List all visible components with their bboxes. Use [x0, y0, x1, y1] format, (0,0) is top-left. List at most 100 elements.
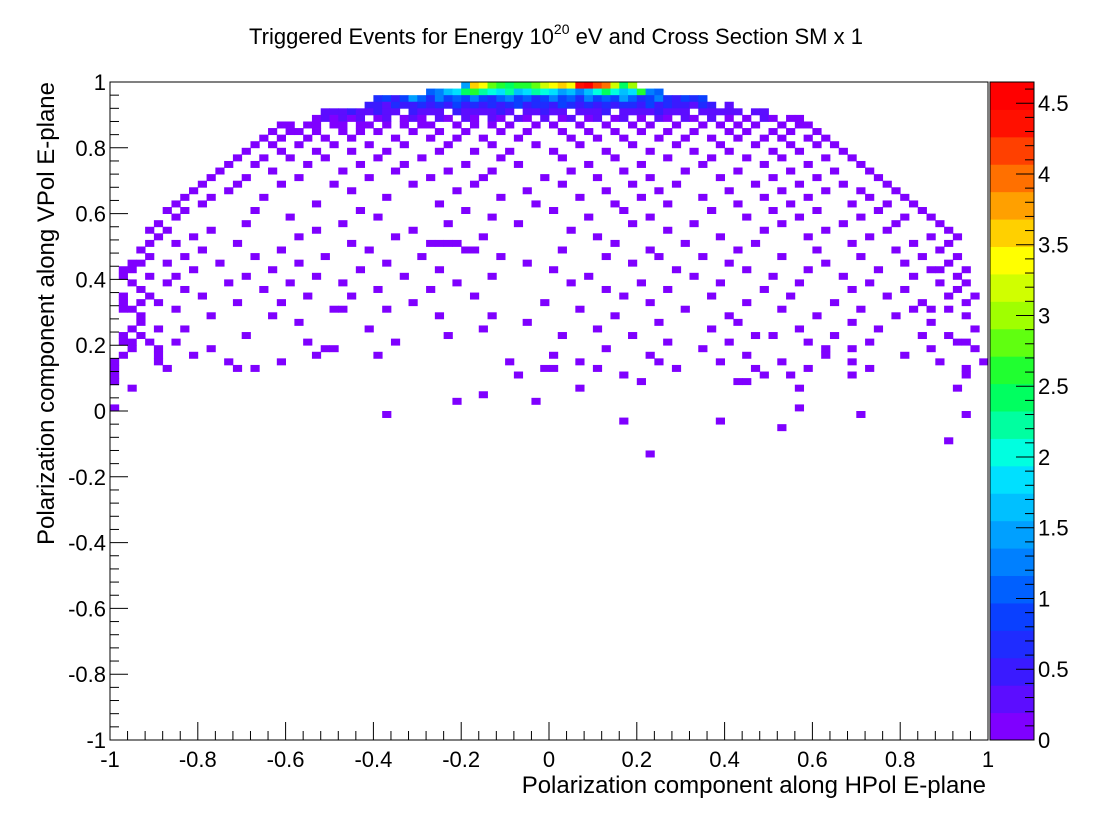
- heatmap-cell: [434, 128, 445, 136]
- heatmap-cell: [224, 187, 234, 195]
- heatmap-cell: [268, 312, 278, 320]
- heatmap-cell: [689, 114, 699, 122]
- heatmap-cell: [294, 233, 304, 241]
- heatmap-cell: [478, 233, 488, 241]
- heatmap-cell: [355, 108, 366, 116]
- heatmap-cell: [601, 187, 611, 195]
- heatmap-cell: [847, 358, 857, 366]
- heatmap-cell: [487, 141, 497, 149]
- heatmap-cell: [750, 364, 761, 372]
- heatmap-cell: [566, 88, 576, 96]
- heatmap-cell: [689, 95, 699, 103]
- heatmap-cell: [619, 167, 629, 175]
- heatmap-cell: [645, 95, 655, 103]
- heatmap-cell: [408, 299, 418, 307]
- heatmap-cell: [812, 246, 822, 254]
- heatmap-cell: [724, 108, 734, 116]
- heatmap-cell: [320, 253, 330, 261]
- heatmap-cell: [110, 358, 120, 366]
- heatmap-cell: [338, 121, 348, 129]
- heatmap-cell: [777, 220, 787, 228]
- y-tick-label: -0.2: [68, 465, 106, 490]
- heatmap-cell: [355, 207, 366, 214]
- heatmap-cell: [557, 246, 567, 254]
- heatmap-cell: [619, 371, 629, 379]
- heatmap-cell: [777, 358, 787, 366]
- heatmap-cell: [443, 167, 453, 175]
- heatmap-cell: [408, 95, 418, 103]
- heatmap-cell: [320, 154, 330, 162]
- heatmap-cell: [478, 325, 488, 333]
- heatmap-cell: [636, 378, 646, 386]
- y-tick-label: 0.4: [75, 267, 106, 292]
- heatmap-cell: [540, 101, 550, 109]
- heatmap-cell: [926, 345, 936, 353]
- heatmap-cell: [206, 174, 216, 182]
- x-tick-label: -0.6: [267, 747, 305, 772]
- heatmap-cell: [803, 134, 813, 142]
- heatmap-cell: [487, 167, 497, 175]
- heatmap-cell: [461, 246, 471, 254]
- heatmap-cell: [636, 193, 646, 201]
- heatmap-cell: [575, 82, 585, 89]
- heatmap-cell: [259, 154, 269, 162]
- heatmap-cell: [303, 292, 313, 300]
- heatmap-cell: [715, 108, 725, 116]
- heatmap-cell: [364, 108, 374, 116]
- heatmap-cell: [724, 114, 734, 122]
- heatmap-cell: [856, 187, 866, 195]
- heatmap-cell: [549, 88, 559, 96]
- heatmap-cell: [127, 325, 137, 333]
- heatmap-cell: [180, 207, 190, 214]
- heatmap-cell: [689, 101, 699, 109]
- heatmap-cell: [426, 101, 436, 109]
- heatmap-cell: [180, 325, 190, 333]
- heatmap-cell: [136, 246, 146, 254]
- heatmap-cell: [285, 279, 295, 287]
- heatmap-cell: [619, 417, 629, 425]
- heatmap-cell: [584, 213, 594, 221]
- heatmap-cell: [557, 108, 567, 116]
- heatmap-cell: [399, 160, 409, 168]
- heatmap-cell: [469, 95, 480, 103]
- heatmap-cell: [592, 174, 603, 182]
- heatmap-cell: [645, 299, 655, 307]
- heatmap-cell: [592, 108, 603, 116]
- colorbar-segment: [990, 328, 1034, 357]
- heatmap-cell: [338, 108, 348, 116]
- heatmap-cell: [584, 160, 594, 168]
- heatmap-cell: [478, 391, 488, 399]
- heatmap-cell: [452, 134, 462, 142]
- heatmap-cell: [522, 187, 532, 195]
- heatmap-cell: [759, 114, 769, 122]
- heatmap-cell: [513, 95, 524, 103]
- heatmap-cell: [900, 193, 910, 201]
- heatmap-cell: [540, 174, 550, 182]
- heatmap-cell: [759, 226, 769, 234]
- heatmap-cell: [689, 128, 699, 136]
- heatmap-cell: [750, 108, 761, 116]
- heatmap-cell: [469, 88, 480, 96]
- heatmap-cell: [434, 114, 445, 122]
- heatmap-cell: [522, 114, 532, 122]
- heatmap-cell: [759, 193, 769, 201]
- heatmap-cell: [136, 259, 146, 267]
- y-tick-label: 0.2: [75, 333, 106, 358]
- heatmap-cell: [698, 193, 708, 201]
- heatmap-cell: [944, 437, 954, 445]
- heatmap-cell: [276, 121, 286, 129]
- heatmap-cell: [197, 246, 207, 254]
- heatmap-cell: [496, 88, 506, 96]
- heatmap-cell: [426, 121, 436, 129]
- heatmap-cell: [882, 292, 892, 300]
- heatmap-cell: [127, 305, 137, 313]
- heatmap-cell: [522, 101, 532, 109]
- colorbar-segment: [990, 383, 1034, 412]
- heatmap-cell: [601, 95, 611, 103]
- heatmap-cell: [549, 121, 559, 129]
- heatmap-cell: [443, 101, 453, 109]
- heatmap-cell: [926, 318, 936, 326]
- heatmap-cell: [522, 318, 532, 326]
- heatmap-cell: [259, 285, 269, 293]
- heatmap-cell: [469, 82, 480, 89]
